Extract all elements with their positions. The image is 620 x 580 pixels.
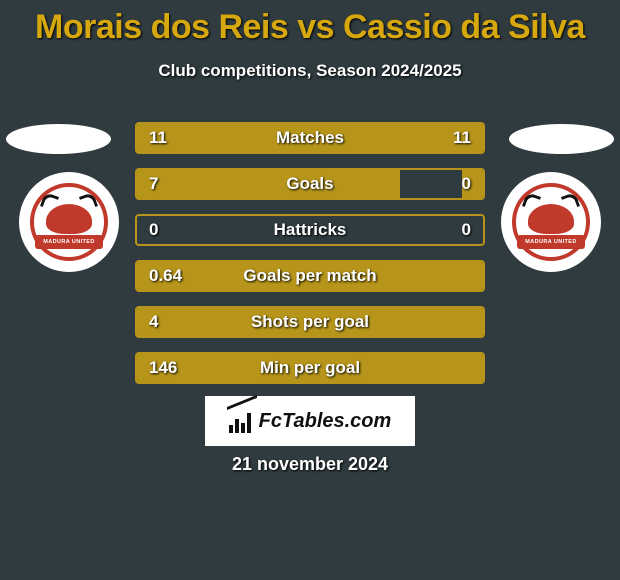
- bull-icon: [528, 204, 574, 234]
- stat-value-left: 7: [149, 170, 158, 198]
- stat-fill-left: [137, 262, 483, 290]
- player2-flag: [509, 124, 614, 154]
- stat-label: Hattricks: [137, 216, 483, 244]
- site-watermark: FcTables.com: [205, 396, 415, 446]
- stat-row: 1111Matches: [135, 122, 485, 154]
- stat-value-left: 146: [149, 354, 177, 382]
- chart-icon: [229, 409, 253, 433]
- stat-row: 146Min per goal: [135, 352, 485, 384]
- comparison-title: Morais dos Reis vs Cassio da Silva: [0, 0, 620, 47]
- stat-row: 4Shots per goal: [135, 306, 485, 338]
- stat-fill-left: [137, 354, 483, 382]
- stat-row: 70Goals: [135, 168, 485, 200]
- stat-row: 0.64Goals per match: [135, 260, 485, 292]
- footer-date: 21 november 2024: [0, 454, 620, 475]
- stat-fill-left: [137, 308, 483, 336]
- stat-value-right: 0: [462, 216, 471, 244]
- player1-club-badge: MADURA UNITED: [19, 172, 119, 272]
- player1-flag: [6, 124, 111, 154]
- stat-value-right: 0: [462, 170, 471, 198]
- stats-comparison: 1111Matches70Goals00Hattricks0.64Goals p…: [135, 122, 485, 398]
- watermark-text: FcTables.com: [259, 410, 392, 433]
- comparison-subtitle: Club competitions, Season 2024/2025: [0, 61, 620, 81]
- stat-value-left: 11: [149, 124, 167, 152]
- badge-text: MADURA UNITED: [35, 235, 103, 249]
- stat-fill-left: [137, 170, 400, 198]
- badge-text: MADURA UNITED: [517, 235, 585, 249]
- stat-value-right: 11: [453, 124, 471, 152]
- player2-club-badge: MADURA UNITED: [501, 172, 601, 272]
- stat-value-left: 4: [149, 308, 158, 336]
- stat-value-left: 0: [149, 216, 158, 244]
- stat-value-left: 0.64: [149, 262, 182, 290]
- stat-row: 0 0Hattricks: [135, 214, 485, 246]
- bull-icon: [46, 204, 92, 234]
